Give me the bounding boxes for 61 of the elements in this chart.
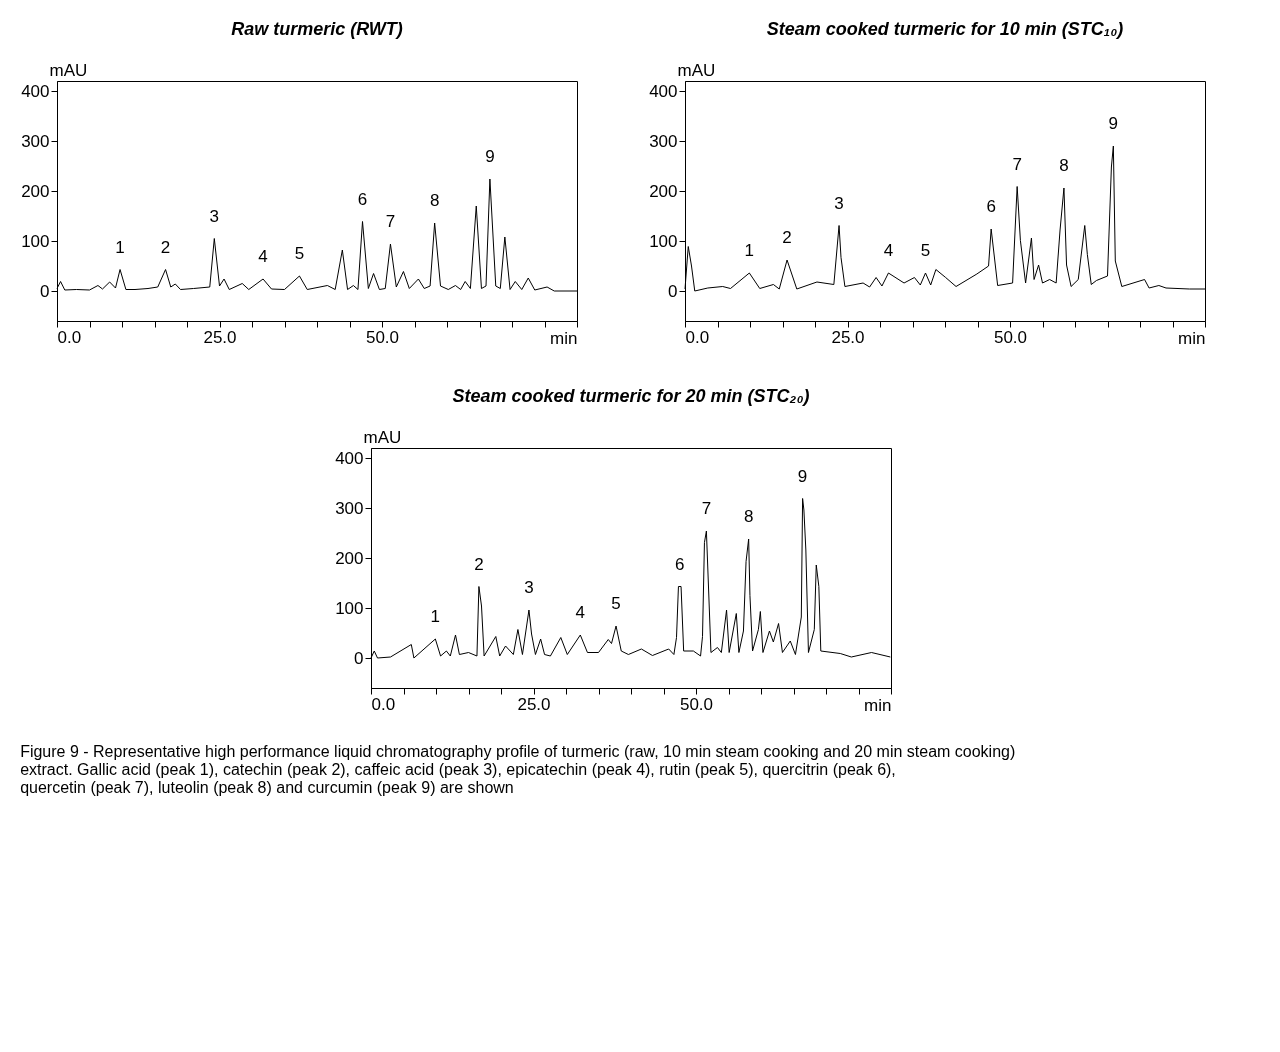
y-tick-label: 200 (21, 181, 50, 201)
y-tick-label: 200 (335, 548, 364, 568)
annotation: 3 (524, 578, 534, 597)
annotation: 1 (744, 241, 755, 260)
annotation: 5 (611, 594, 621, 613)
x-tick-label: 50.0 (365, 327, 400, 347)
annotation: 7 (385, 212, 396, 231)
x-tick-label: 0.0 (57, 327, 82, 347)
y-tick-label: 100 (335, 598, 364, 618)
annotation: 9 (485, 147, 495, 166)
annotation: 9 (797, 466, 808, 486)
annotation: 8 (1059, 156, 1069, 175)
annotation: 4 (883, 241, 894, 260)
annotation: 2 (160, 237, 171, 257)
annotation: 5 (920, 241, 931, 260)
caption: Figure 9 - Representative high performance liquid chromatography profile of turmeric (raw, 10 min steam cooking and 20 min steam cooking) extract. Gallic acid (peak 1), catechin (peak 2), caffeic acid (peak 3), epicatechin (peak 4), rutin (peak 5), quercitrin (peak 6), quercetin (peak 7), luteolin (peak 8) and curcumin (peak 9) are shown (20, 742, 1016, 796)
y-tick-label: 0 (668, 281, 678, 301)
y-tick-label: 0 (354, 648, 364, 668)
y-tick-label: 300 (649, 131, 678, 151)
annotation: 2 (782, 228, 792, 247)
annotation: 7 (1012, 154, 1022, 174)
chart-title: Raw turmeric (RWT) (231, 19, 403, 39)
y-tick-label: 300 (21, 131, 50, 151)
annotation: 7 (701, 499, 712, 518)
annotation: 3 (209, 206, 220, 226)
y-axis-title: mAU (677, 60, 716, 80)
annotation: 6 (357, 189, 368, 209)
annotation: 2 (474, 554, 484, 574)
x-axis-title: min (864, 695, 892, 715)
x-tick-label: 0.0 (685, 327, 710, 347)
x-tick-label: 25.0 (203, 327, 237, 347)
x-axis-title: min (550, 328, 578, 348)
y-tick-label: 100 (21, 231, 50, 251)
chart-title: Steam cooked turmeric for 10 min (STC₁₀) (766, 19, 1124, 39)
annotation: 9 (1108, 114, 1119, 133)
y-tick-label: 100 (649, 231, 678, 251)
y-tick-label: 0 (40, 281, 50, 301)
annotation: 3 (834, 193, 844, 213)
x-axis-title: min (1178, 328, 1206, 348)
y-tick-label: 400 (335, 448, 364, 468)
annotation: 1 (115, 237, 125, 257)
x-tick-label: 50.0 (679, 694, 714, 714)
x-tick-label: 25.0 (517, 694, 551, 714)
annotation: 8 (429, 191, 440, 210)
y-axis-title: mAU (363, 427, 402, 447)
annotation: 4 (258, 247, 268, 266)
annotation: 4 (575, 603, 586, 622)
annotation: 5 (294, 244, 305, 263)
annotation: 6 (986, 197, 996, 216)
x-tick-label: 50.0 (993, 327, 1028, 347)
x-tick-label: 25.0 (831, 327, 865, 347)
annotation: 1 (430, 607, 441, 626)
annotation: 8 (743, 507, 754, 526)
y-tick-label: 300 (335, 498, 364, 518)
annotation: 6 (675, 554, 685, 574)
y-tick-label: 400 (649, 81, 678, 101)
y-tick-label: 200 (649, 181, 678, 201)
chart-title: Steam cooked turmeric for 20 min (STC₂₀) (452, 386, 810, 406)
x-tick-label: 0.0 (371, 694, 396, 714)
y-tick-label: 400 (21, 81, 50, 101)
y-axis-title: mAU (49, 60, 88, 80)
